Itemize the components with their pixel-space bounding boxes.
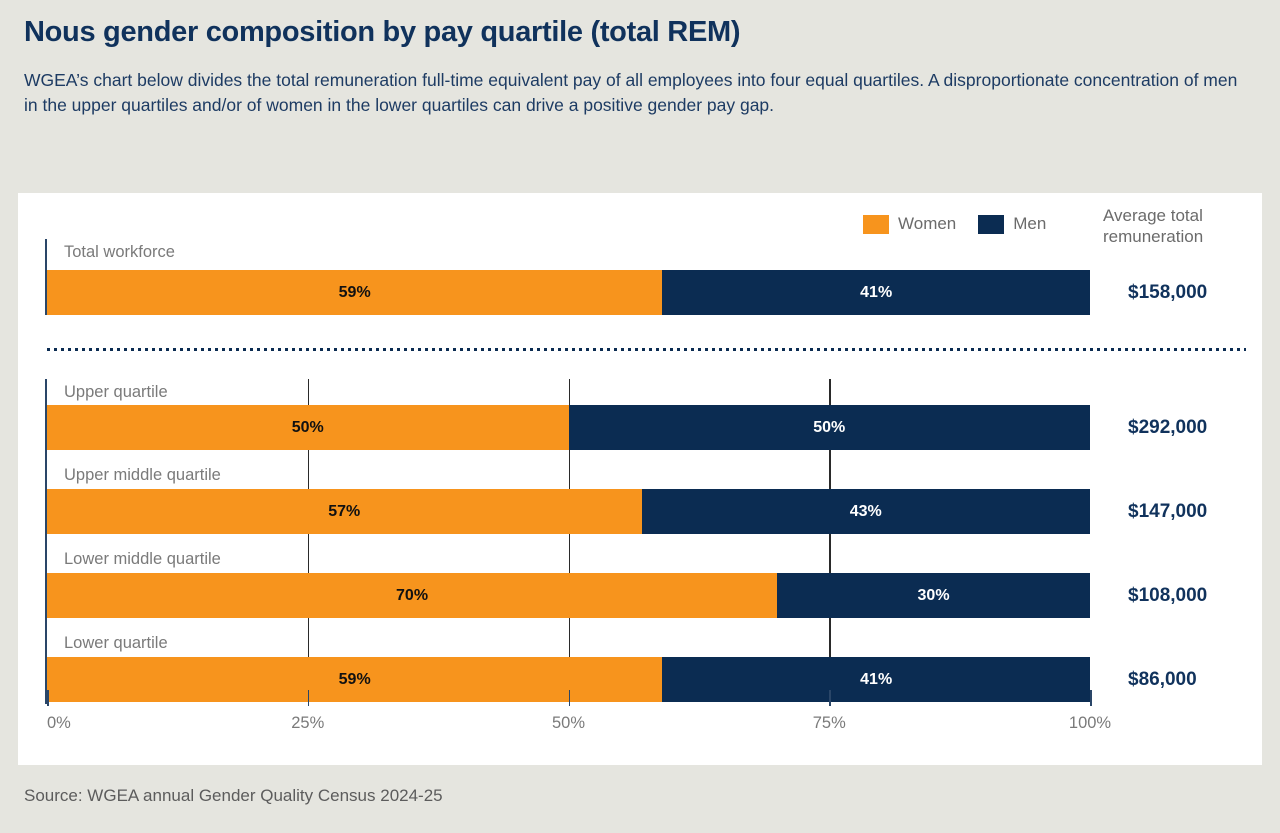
page-header: Nous gender composition by pay quartile … <box>0 0 1280 118</box>
source-note: Source: WGEA annual Gender Quality Censu… <box>24 786 443 805</box>
bar-segment-men[interactable]: 43% <box>641 489 1090 534</box>
legend-label-men: Men <box>1013 214 1047 233</box>
row-label-2: Upper middle quartile <box>64 466 221 484</box>
chart-legend: Women Men <box>863 214 1046 234</box>
bar-row[interactable]: 70% 30% <box>47 573 1090 618</box>
chart-panel: Women Men Average total remuneration Tot… <box>18 193 1262 765</box>
axis-tick-0pct <box>47 690 49 706</box>
legend-swatch-men-icon <box>978 214 1005 234</box>
axis-label-100pct: 100% <box>1068 714 1112 732</box>
axis-label-75pct: 75% <box>812 714 846 732</box>
average-remuneration-value: $292,000 <box>1128 417 1208 438</box>
bar-segment-women[interactable]: 57% <box>47 489 642 534</box>
bar-row[interactable]: 57% 43% <box>47 489 1090 534</box>
axis-line-quartile-section <box>45 379 47 704</box>
average-remuneration-value: $86,000 <box>1128 669 1197 690</box>
row-label-1: Upper quartile <box>64 383 168 401</box>
bar-segment-women[interactable]: 70% <box>47 573 778 618</box>
row-label-0: Total workforce <box>64 243 175 261</box>
legend-item-women[interactable]: Women <box>863 214 956 234</box>
bar-segment-women[interactable]: 50% <box>47 405 569 450</box>
axis-label-50pct: 50% <box>551 714 586 732</box>
bar-segment-women[interactable]: 59% <box>47 657 663 702</box>
average-remuneration-value: $147,000 <box>1128 501 1208 522</box>
intro-paragraph: WGEA’s chart below divides the total rem… <box>24 69 1238 116</box>
bar-segment-men[interactable]: 41% <box>662 657 1090 702</box>
gridline-50pct <box>568 379 571 704</box>
legend-item-men[interactable]: Men <box>978 214 1046 234</box>
bar-segment-women[interactable]: 59% <box>47 270 663 315</box>
axis-label-0pct: 0% <box>47 714 71 732</box>
row-label-4: Lower quartile <box>64 634 168 652</box>
legend-label-women: Women <box>898 214 957 233</box>
axis-tick-50pct <box>568 690 571 706</box>
average-remuneration-column-header: Average total remuneration <box>1103 206 1204 247</box>
bar-row[interactable]: 50% 50% <box>47 405 1090 450</box>
bar-row[interactable]: 59% 41% <box>47 270 1090 315</box>
bar-row[interactable]: 59% 41% <box>47 657 1090 702</box>
gridline-25pct <box>307 379 310 704</box>
axis-tick-100pct <box>1090 690 1092 706</box>
axis-tick-25pct <box>307 690 310 706</box>
average-remuneration-value: $158,000 <box>1128 282 1208 303</box>
row-label-3: Lower middle quartile <box>64 550 221 568</box>
chart-plot-area: Total workforce 59% 41% $158,000 Upper quart… <box>18 193 1262 765</box>
bar-segment-men[interactable]: 41% <box>662 270 1090 315</box>
page-title: Nous gender composition by pay quartile … <box>24 16 741 48</box>
axis-tick-75pct <box>829 690 831 706</box>
section-divider <box>47 348 1246 351</box>
legend-swatch-women-icon <box>863 214 889 234</box>
bar-segment-men[interactable]: 50% <box>568 405 1090 450</box>
bar-segment-men[interactable]: 30% <box>777 573 1090 618</box>
axis-line-total-section <box>45 239 47 315</box>
chart-legend-row: Women Men Average total remuneration <box>18 203 1262 255</box>
gridline-75pct <box>829 379 831 704</box>
axis-label-25pct: 25% <box>291 714 325 732</box>
average-remuneration-value: $108,000 <box>1128 585 1208 606</box>
